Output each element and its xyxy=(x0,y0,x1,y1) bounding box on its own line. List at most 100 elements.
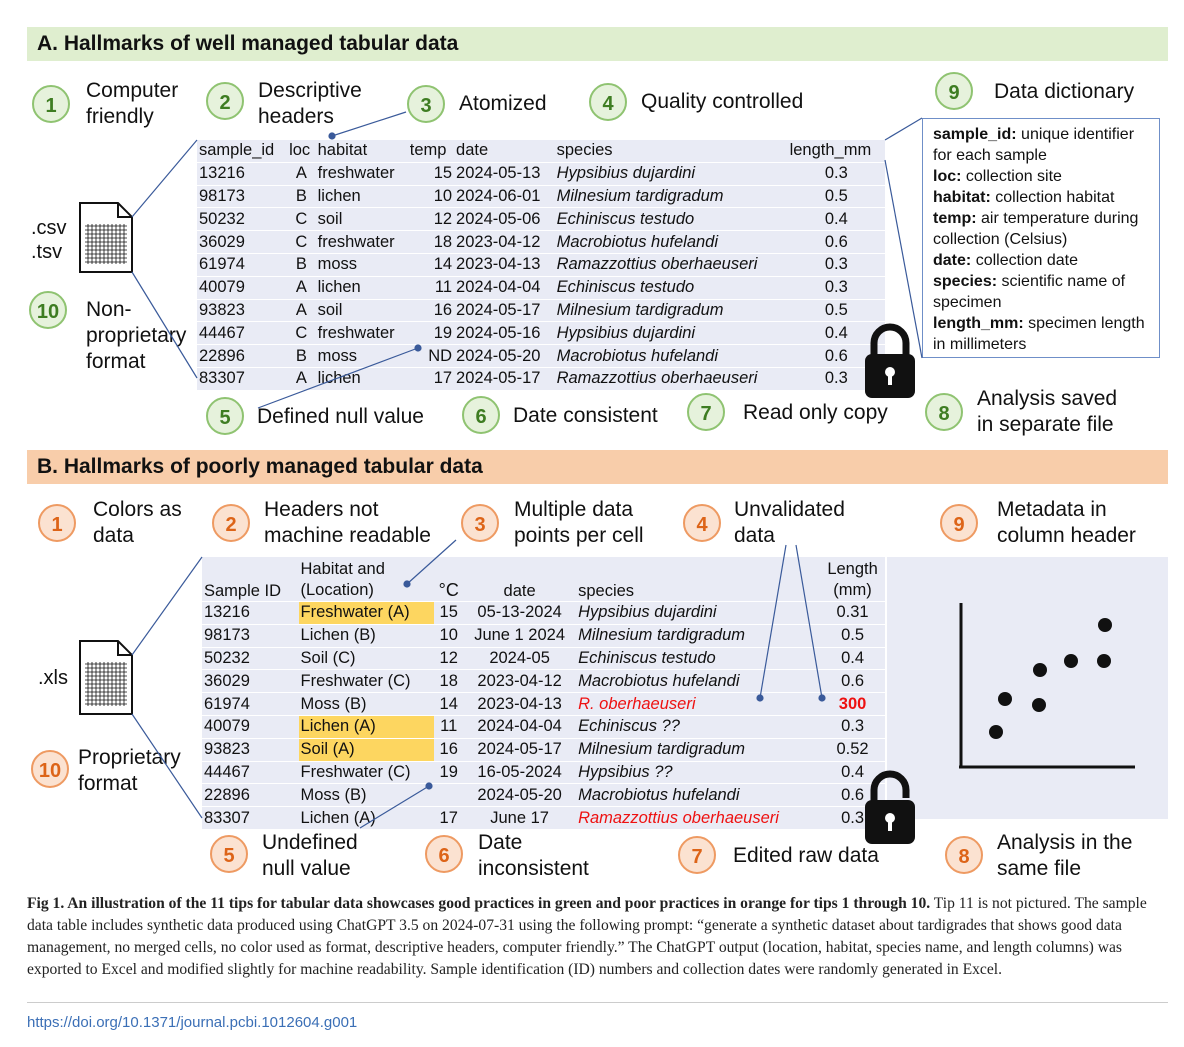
table-cell: Lichen (A) xyxy=(298,715,435,739)
tip-a6-badge: 6 xyxy=(462,396,500,434)
table-cell: Hypsibius ?? xyxy=(576,761,821,785)
xls-file-icon xyxy=(79,640,133,715)
file-extension-xls: .xls xyxy=(38,667,68,689)
table-cell: 0.52 xyxy=(820,738,885,762)
dictionary-key: sample_id: xyxy=(933,126,1017,143)
table-cell: Echiniscus testudo xyxy=(554,276,788,300)
table-cell: 2024-05-16 xyxy=(454,321,555,346)
table-row: 98173 Lichen (B) 10 June 1 2024 Milnesium ta… xyxy=(202,624,885,648)
dictionary-description: air temperature during collection (Celsi… xyxy=(933,210,1139,248)
table-cell: 12 xyxy=(434,647,464,671)
tip-b10-badge: 10 xyxy=(31,750,69,788)
tip-a2-badge: 2 xyxy=(206,82,244,120)
table-cell: 0.4 xyxy=(787,207,885,232)
table-cell: 2023-04-12 xyxy=(454,230,555,254)
table-cell: Milnesium tardigradum xyxy=(554,299,788,323)
tip-a5-label: Defined null value xyxy=(257,405,424,428)
column-header: Habitat and (Location) xyxy=(298,557,435,602)
tip-b2-badge: 2 xyxy=(212,504,250,542)
table-cell: 11 xyxy=(407,276,455,300)
table-cell: 40079 xyxy=(202,715,299,739)
section-b-title: B. Hallmarks of poorly managed tabular d… xyxy=(27,450,1168,484)
doi-link[interactable]: https://doi.org/10.1371/journal.pcbi.101… xyxy=(27,1014,358,1031)
caption-text: Tip 11 is not pictured. The sample data … xyxy=(27,895,1147,978)
dictionary-entry: temp: air temperature during collection … xyxy=(933,208,1151,250)
table-cell: 14 xyxy=(407,253,455,277)
table-cell: 44467 xyxy=(197,321,288,346)
scatter-point xyxy=(1033,663,1047,677)
table-cell: 10 xyxy=(434,624,464,648)
table-cell: 15 xyxy=(407,162,455,186)
table-cell: 50232 xyxy=(202,647,299,671)
column-header: temp xyxy=(407,140,455,163)
table-cell: 2024-05-13 xyxy=(454,162,555,186)
table-cell: Macrobiotus hufelandi xyxy=(576,669,821,694)
table-cell: June 1 2024 xyxy=(463,624,577,648)
table-cell: 11 xyxy=(434,715,464,739)
dictionary-description: scientific name of specimen xyxy=(933,273,1126,311)
table-cell: 22896 xyxy=(202,783,299,808)
table-cell: 0.3 xyxy=(787,162,885,186)
table-cell: 0.4 xyxy=(820,761,885,785)
table-cell: 0.6 xyxy=(820,669,885,694)
table-row: 36029 Freshwater (C) 18 2023-04-12 Macrobiot… xyxy=(202,669,885,694)
scatter-point xyxy=(998,692,1012,706)
dictionary-entry: loc: collection site xyxy=(933,166,1151,187)
table-cell: C xyxy=(287,230,316,254)
table-row: 22896 Moss (B) 2024-05-20 Macrobiotus hufel… xyxy=(202,783,885,808)
table-cell xyxy=(434,783,464,808)
caption-bold: Fig 1. An illustration of the 11 tips fo… xyxy=(27,895,931,912)
table-cell: Lichen (B) xyxy=(298,624,435,648)
table-cell: 36029 xyxy=(202,669,299,694)
lock-closed-icon xyxy=(865,323,915,398)
table-cell: 2024-04-04 xyxy=(454,276,555,300)
table-row: 44467 Freshwater (C) 19 16-05-2024 Hypsibius… xyxy=(202,761,885,785)
tip-b7-badge: 7 xyxy=(678,836,716,874)
table-cell: 98173 xyxy=(202,624,299,648)
good-data-table: sample_id loc habitat temp date species … xyxy=(197,140,885,391)
table-cell: 0.5 xyxy=(787,185,885,209)
scatter-point xyxy=(989,725,1003,739)
csv-file-icon xyxy=(79,202,133,273)
tip-a9-badge: 9 xyxy=(935,72,973,110)
table-cell: 0.3 xyxy=(787,276,885,300)
table-cell: 0.31 xyxy=(820,601,885,625)
table-cell: Macrobiotus hufelandi xyxy=(576,783,821,808)
column-header: sample_id xyxy=(197,140,288,163)
table-cell: 16-05-2024 xyxy=(463,761,577,785)
data-dictionary: sample_id: unique identifier for each sa… xyxy=(922,118,1160,358)
table-cell: Macrobiotus hufelandi xyxy=(554,344,788,368)
table-cell: 2024-06-01 xyxy=(454,185,555,209)
tip-a8-badge: 8 xyxy=(925,393,963,431)
tip-b6-label: Date inconsistent xyxy=(478,831,589,880)
tip-a4-label: Quality controlled xyxy=(641,90,804,113)
dictionary-entry: habitat: collection habitat xyxy=(933,187,1151,208)
table-cell: 14 xyxy=(434,692,464,716)
tip-a3-label: Atomized xyxy=(459,92,547,115)
table-cell: 12 xyxy=(407,207,455,232)
table-row: 50232 Soil (C) 12 2024-05 Echiniscus testudo… xyxy=(202,647,885,671)
table-cell: 61974 xyxy=(202,692,299,716)
table-cell: 13216 xyxy=(197,162,288,186)
tip-b4-badge: 4 xyxy=(683,504,721,542)
table-cell: 0.3 xyxy=(787,253,885,277)
tip-b8-badge: 8 xyxy=(945,836,983,874)
scatter-point xyxy=(1032,698,1046,712)
table-cell: 18 xyxy=(434,669,464,694)
table-cell: 0.6 xyxy=(787,230,885,254)
column-header: length_mm xyxy=(787,140,885,163)
tip-b7-label: Edited raw data xyxy=(733,844,879,867)
table-cell: freshwater xyxy=(315,321,408,346)
scatter-points xyxy=(989,618,1112,739)
table-cell: 93823 xyxy=(197,299,288,323)
table-cell: Milnesium tardigradum xyxy=(576,738,821,762)
dictionary-key: temp: xyxy=(933,210,977,227)
dictionary-description: specimen length in millimeters xyxy=(933,315,1145,353)
table-cell: 2024-05-17 xyxy=(463,738,577,762)
column-header: species xyxy=(554,140,788,163)
table-cell: 0.4 xyxy=(787,321,885,346)
tip-b6-badge: 6 xyxy=(425,835,463,873)
